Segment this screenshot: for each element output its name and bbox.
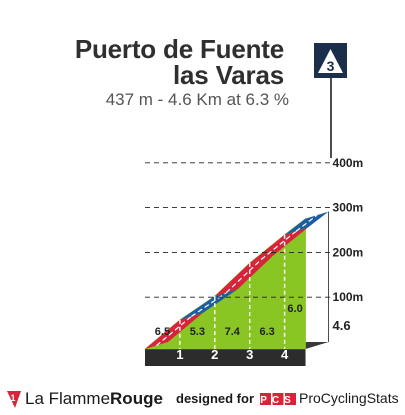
category-badge: 3 [314, 43, 347, 158]
footer: 1 La Flamme Rouge designed for PCS ProCyc… [0, 385, 405, 415]
brand-name-part-2: Rouge [110, 389, 163, 408]
altitude-tick-label: 200m [333, 245, 364, 259]
altitude-tick-label: 300m [333, 201, 364, 215]
la-flamme-rouge-logo[interactable]: 1 La Flamme Rouge [6, 389, 163, 409]
profile-ridge-dash [191, 292, 227, 317]
svg-text:1: 1 [10, 393, 15, 403]
profile-segment [284, 218, 306, 350]
profile-top-stripe-segment [179, 289, 238, 320]
profile-base-strip [145, 349, 306, 366]
gradient-label: 6.3 [260, 326, 275, 338]
flamme-rouge-flag-icon: 1 [7, 390, 21, 408]
mountain-triangle-icon [318, 49, 343, 73]
elevation-profile-chart: 100m 200m 300m 400m 6.5 5.3 7.4 6.3 6.0 1 2 3 4 4.6 3 [144, 43, 364, 366]
gradient-label: 6.5 [155, 326, 170, 338]
km-marker-label: 4 [281, 347, 289, 362]
gradient-label: 6.0 [287, 303, 302, 315]
profile-top-stripe-segment [249, 227, 308, 263]
procyclingstats-link[interactable]: ProCyclingStats [299, 390, 399, 406]
climb-title-line-2: las Varas [173, 60, 284, 90]
gradient-label: 7.4 [225, 326, 241, 338]
profile-ridge-dash [225, 259, 262, 294]
km-marker-label: 1 [176, 347, 183, 362]
pcs-logo-icon[interactable]: PCS [260, 393, 296, 405]
distance-end-label: 4.6 [333, 318, 351, 333]
profile-top-stripe-segment [145, 312, 203, 349]
altitude-tick-label: 400m [333, 156, 364, 170]
pcs-logo-letters: PCS [260, 395, 296, 405]
category-number: 3 [327, 58, 335, 74]
gradient-label: 5.3 [190, 326, 205, 338]
climb-summary: 437 m - 4.6 Km at 6.3 % [105, 90, 289, 109]
profile-ridge-dash [295, 214, 318, 232]
km-marker-label: 3 [246, 347, 253, 362]
climb-title-line-1: Puerto de Fuente [74, 34, 284, 64]
km-marker-label: 2 [211, 347, 218, 362]
altitude-tick-label: 100m [333, 290, 364, 304]
brand-name-part-1: La Flamme [25, 389, 111, 408]
designed-for-text: designed for [176, 391, 255, 406]
profile-top-stripe-segment [284, 211, 329, 235]
